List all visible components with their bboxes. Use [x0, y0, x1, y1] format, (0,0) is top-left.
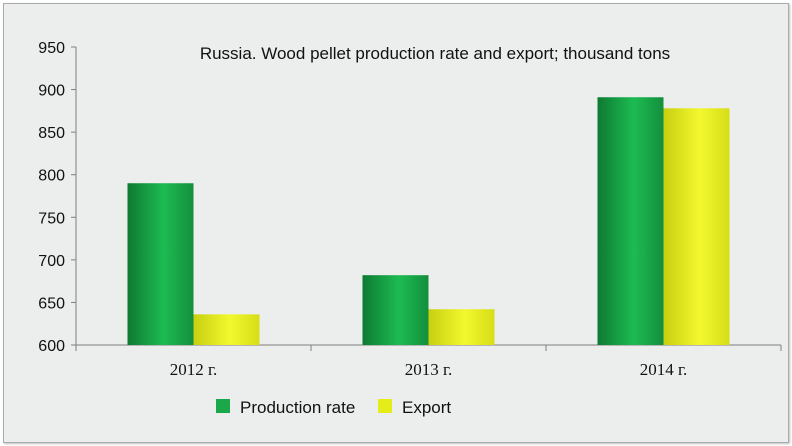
chart-frame: Russia. Wood pellet production rate and …: [3, 3, 789, 443]
legend-label-production-rate: Production rate: [240, 398, 355, 417]
y-tick-label: 900: [38, 83, 65, 100]
bar-chart: Russia. Wood pellet production rate and …: [38, 40, 782, 417]
bar-production-rate-1: [362, 275, 429, 345]
y-tick-label: 800: [38, 168, 65, 185]
legend-label-export: Export: [402, 398, 451, 417]
y-tick-label: 750: [38, 210, 65, 227]
y-tick-label: 850: [38, 125, 65, 142]
bar-export-0: [193, 314, 260, 345]
bar-export-2: [663, 108, 730, 345]
x-tick-label: 2012 г.: [170, 360, 218, 379]
x-tick-label: 2013 г.: [405, 360, 453, 379]
y-tick-label: 650: [38, 295, 65, 312]
y-tick-label: 950: [38, 40, 65, 57]
bar-export-1: [428, 309, 495, 345]
x-tick-label: 2014 г.: [640, 360, 688, 379]
y-tick-label: 600: [38, 338, 65, 355]
legend-swatch-export: [378, 399, 392, 413]
y-tick-label: 700: [38, 253, 65, 270]
chart-title: Russia. Wood pellet production rate and …: [200, 44, 670, 63]
bar-production-rate-0: [127, 183, 194, 345]
legend-swatch-production-rate: [216, 399, 230, 413]
bar-production-rate-2: [597, 97, 664, 345]
